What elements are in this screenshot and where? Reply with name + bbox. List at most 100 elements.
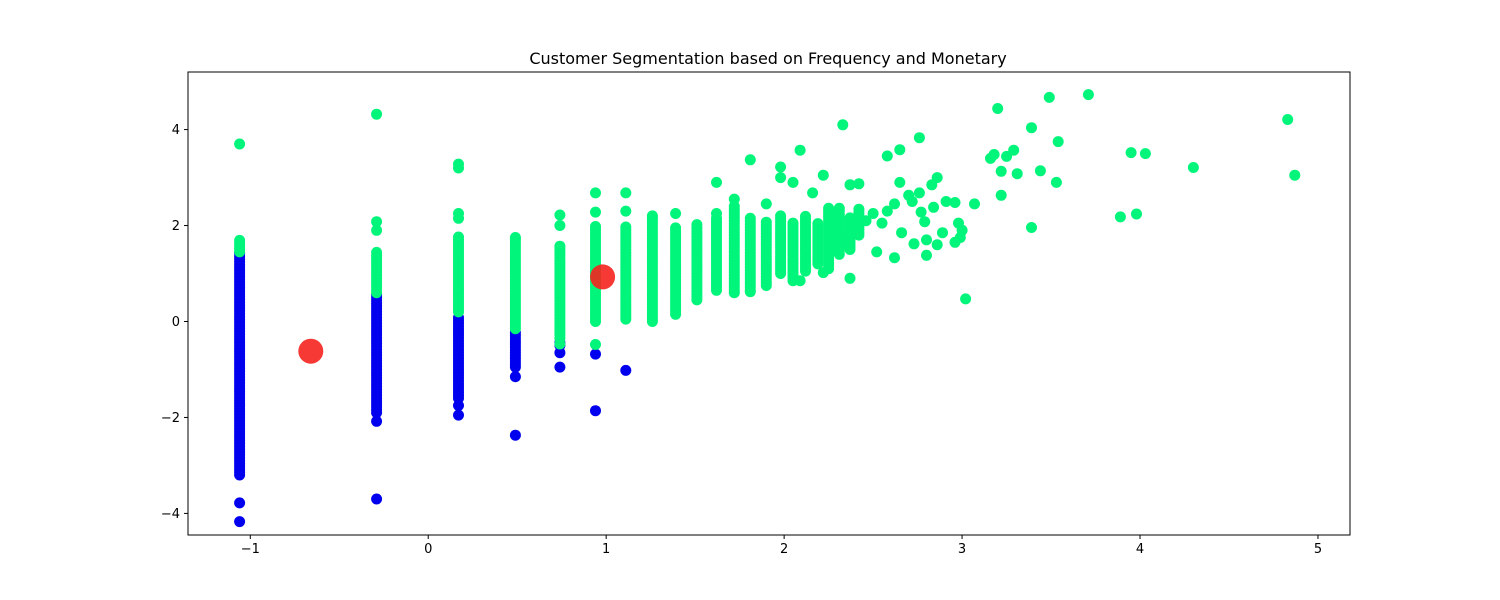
data-point [760, 216, 772, 228]
data-point [744, 286, 756, 298]
x-tick-label: 1 [602, 542, 610, 557]
data-point [995, 165, 1007, 177]
data-point [554, 347, 566, 359]
data-point [1026, 222, 1037, 233]
data-point [1026, 122, 1037, 134]
y-axis: −4 −2 0 2 4 [161, 123, 188, 522]
data-point [670, 208, 682, 219]
data-point [837, 119, 849, 131]
data-point [371, 108, 383, 120]
data-point [590, 405, 601, 417]
data-point [1034, 165, 1046, 177]
data-point [371, 224, 383, 236]
data-point [881, 205, 893, 217]
centroid-marker [590, 264, 616, 290]
data-point [928, 201, 940, 213]
data-point [234, 234, 246, 246]
data-point [744, 154, 756, 166]
data-point [1139, 148, 1151, 160]
x-tick-label: 2 [780, 542, 788, 557]
data-point [915, 206, 927, 218]
y-tick-label: 0 [172, 315, 180, 330]
data-point [992, 103, 1004, 114]
data-point [807, 187, 819, 199]
data-point [913, 132, 925, 144]
data-point [371, 493, 383, 505]
data-point [889, 252, 900, 264]
centroid-marker [298, 338, 324, 364]
data-point [787, 217, 799, 229]
data-point [620, 221, 632, 233]
data-point [896, 227, 908, 239]
x-tick-label: 0 [424, 542, 432, 557]
data-point [1052, 136, 1064, 148]
data-point [620, 187, 632, 199]
x-tick-label: 3 [958, 542, 966, 557]
data-point [620, 205, 632, 217]
data-point [931, 172, 943, 184]
data-point [1001, 150, 1013, 162]
data-point [988, 149, 1000, 160]
data-point [590, 187, 601, 199]
data-point [554, 209, 566, 221]
data-point [794, 275, 806, 287]
data-point [889, 198, 900, 210]
data-point [954, 232, 966, 243]
x-tick-label: 5 [1314, 542, 1322, 557]
data-point [554, 338, 566, 350]
data-point [711, 208, 722, 219]
data-point [921, 249, 932, 261]
data-point [371, 415, 383, 427]
data-point [833, 202, 845, 214]
x-axis: −1 0 1 2 3 4 5 [241, 535, 1322, 557]
data-point [453, 409, 464, 421]
data-point [1282, 114, 1294, 125]
data-point [554, 240, 566, 252]
data-point [908, 238, 920, 250]
cluster-1-points [234, 89, 1301, 350]
data-point [794, 144, 806, 156]
data-point [744, 212, 756, 224]
data-point [969, 198, 980, 210]
data-point [554, 361, 566, 373]
data-point [867, 208, 879, 219]
data-point [1125, 147, 1137, 159]
data-point [590, 221, 601, 232]
data-point [371, 216, 383, 228]
data-point [812, 218, 824, 230]
y-tick-label: −4 [161, 507, 180, 522]
data-point [670, 222, 682, 234]
data-point [234, 497, 246, 509]
x-tick-label: −1 [241, 542, 260, 557]
data-point [509, 232, 521, 243]
data-point [453, 212, 464, 224]
data-point [590, 339, 601, 350]
data-point [509, 371, 521, 383]
x-tick-label: 4 [1136, 542, 1144, 557]
data-point [1289, 169, 1301, 181]
data-point [860, 215, 872, 227]
data-point [1043, 91, 1055, 103]
data-point [1050, 176, 1062, 188]
y-tick-label: −2 [161, 411, 180, 426]
data-point [760, 198, 772, 210]
data-point [1008, 144, 1020, 156]
data-point [871, 246, 883, 258]
data-point [691, 219, 703, 231]
data-point [817, 267, 829, 279]
data-point [453, 162, 464, 174]
data-point [775, 172, 787, 184]
data-point [1114, 211, 1126, 223]
data-point [823, 202, 835, 214]
data-point [787, 176, 799, 188]
data-point [894, 176, 906, 188]
data-points [234, 89, 1301, 528]
data-point [509, 429, 521, 441]
data-point [894, 144, 906, 156]
chart-title: Customer Segmentation based on Frequency… [529, 49, 1006, 68]
cluster-0-points [234, 247, 632, 528]
data-point [919, 216, 931, 228]
cluster-centroids [298, 264, 616, 364]
data-point [775, 210, 787, 222]
